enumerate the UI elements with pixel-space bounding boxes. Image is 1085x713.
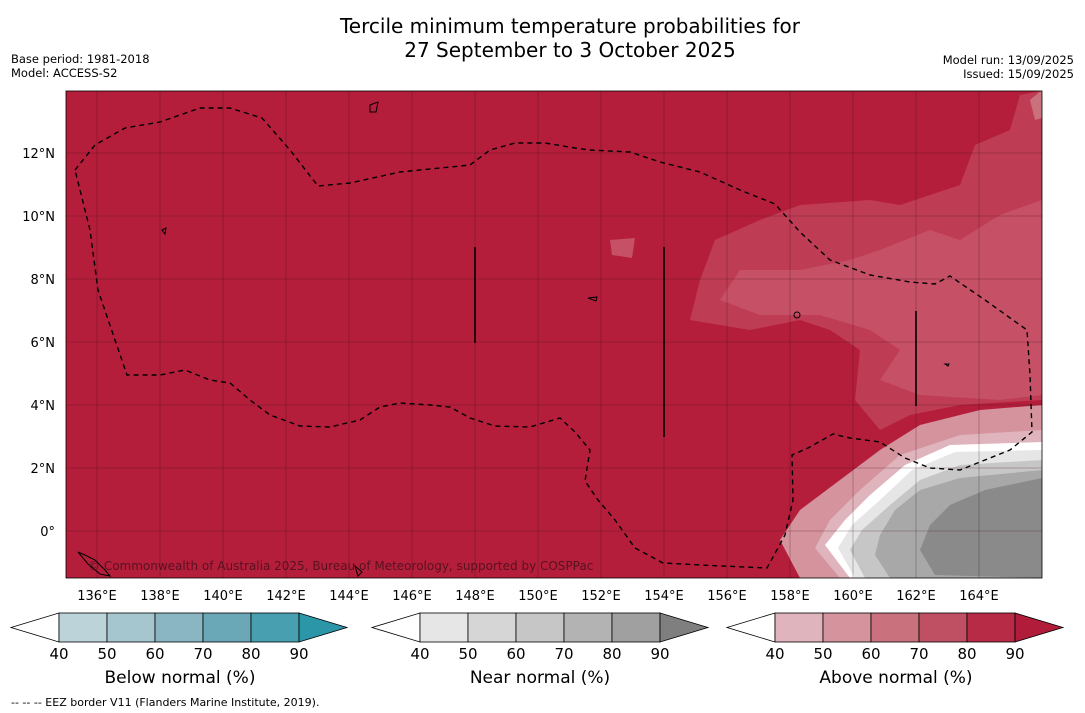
- above-colorbar-tick: 70: [909, 645, 928, 663]
- near-colorbar-segment: [515, 612, 565, 643]
- near-colorbar-segment: [467, 612, 517, 643]
- above-small-patch: [610, 238, 635, 258]
- model-name: Model: ACCESS-S2: [11, 66, 118, 80]
- colorbars: 40 50 60 70 80 90 40 50 60 70 80 90 40 50 60 70 80 90: [9, 612, 1065, 663]
- above-colorbar-tick: 60: [861, 645, 880, 663]
- above-corner-patch: [1030, 91, 1042, 120]
- lon-tick: 160°E: [833, 589, 873, 604]
- map-plot: © Commonwealth of Australia 2025, Bureau…: [66, 91, 1042, 578]
- below-colorbar-min-arrow: [9, 612, 60, 643]
- meta-left: Base period: 1981-2018 Model: ACCESS-S2: [11, 52, 150, 80]
- below-colorbar-tick: 90: [289, 645, 308, 663]
- near-colorbar-segment: [419, 612, 469, 643]
- near-colorbar-segment: [611, 612, 661, 643]
- above-colorbar-tick: 90: [1005, 645, 1024, 663]
- lon-tick: 136°E: [77, 589, 117, 604]
- near-colorbar-tick: 80: [602, 645, 621, 663]
- lon-tick: 152°E: [581, 589, 621, 604]
- map-frame: [65, 90, 1043, 579]
- lat-tick: 12°N: [22, 147, 55, 162]
- boundary-lines: [474, 247, 917, 437]
- lat-axis: 12°N 10°N 8°N 6°N 4°N 2°N 0°: [22, 147, 55, 540]
- lat-tick: 0°: [40, 525, 55, 540]
- lat-tick: 4°N: [31, 399, 56, 414]
- below-colorbar-tick: 70: [193, 645, 212, 663]
- above-colorbar-tick: 50: [813, 645, 832, 663]
- near-colorbar-tick: 90: [650, 645, 669, 663]
- base-period: Base period: 1981-2018: [11, 52, 150, 66]
- lon-tick: 164°E: [959, 589, 999, 604]
- lat-tick: 6°N: [31, 336, 56, 351]
- above-colorbar-tick: 80: [957, 645, 976, 663]
- below-colorbar-tick: 40: [49, 645, 68, 663]
- above-normal-label: Above normal (%): [819, 668, 973, 688]
- near-colorbar-min-arrow: [370, 612, 421, 643]
- model-run: Model run: 13/09/2025: [942, 53, 1074, 67]
- map-title: Tercile minimum temperature probabilitie…: [0, 14, 1085, 62]
- above-colorbar-segment: [918, 612, 968, 643]
- lon-tick: 146°E: [392, 589, 432, 604]
- lat-tick: 2°N: [31, 462, 56, 477]
- copyright-notice: © Commonwealth of Australia 2025, Bureau…: [88, 559, 593, 573]
- lon-tick: 154°E: [644, 589, 684, 604]
- lon-axis: 136°E 138°E 140°E 142°E 144°E 146°E 148°…: [77, 589, 999, 604]
- above-colorbar-tick: 40: [765, 645, 784, 663]
- meta-right: Model run: 13/09/2025 Issued: 15/09/2025: [943, 53, 1074, 81]
- above-colorbar-segment: [870, 612, 920, 643]
- title-line-2: 27 September to 3 October 2025: [404, 38, 736, 62]
- lon-tick: 148°E: [455, 589, 495, 604]
- eez-border: [74, 107, 1033, 569]
- above-colorbar-max-arrow: [1014, 612, 1065, 643]
- near-colorbar-tick: 50: [458, 645, 477, 663]
- near-normal-label: Near normal (%): [469, 668, 611, 688]
- above-colorbar-min-arrow: [725, 612, 776, 643]
- above-colorbar-segment: [822, 612, 872, 643]
- lon-tick: 150°E: [518, 589, 558, 604]
- near-colorbar-tick: 40: [410, 645, 429, 663]
- lon-tick: 142°E: [266, 589, 306, 604]
- near-colorbar-tick: 70: [554, 645, 573, 663]
- islands: [77, 101, 950, 577]
- lat-tick: 8°N: [31, 273, 56, 288]
- lon-tick: 162°E: [896, 589, 936, 604]
- lon-tick: 138°E: [140, 589, 180, 604]
- below-normal-label: Below normal (%): [104, 668, 256, 688]
- near-colorbar-tick: 60: [506, 645, 525, 663]
- below-colorbar-segment: [154, 612, 204, 643]
- near-colorbar-max-arrow: [659, 612, 710, 643]
- lon-tick: 144°E: [329, 589, 369, 604]
- below-colorbar-tick: 60: [145, 645, 164, 663]
- below-colorbar-tick: 50: [97, 645, 116, 663]
- near-70-region: [920, 478, 1042, 578]
- footer-note: -- -- -- EEZ border V11 (Flanders Marine…: [11, 696, 320, 709]
- lat-tick: 10°N: [22, 210, 55, 225]
- above-colorbar-segment: [774, 612, 824, 643]
- below-colorbar-segment: [250, 612, 300, 643]
- lon-tick: 140°E: [203, 589, 243, 604]
- below-colorbar-segment: [202, 612, 252, 643]
- above-50-region: [720, 200, 1042, 400]
- below-colorbar-segment: [106, 612, 156, 643]
- title-line-1: Tercile minimum temperature probabilitie…: [339, 14, 801, 38]
- issued-date: Issued: 15/09/2025: [963, 67, 1074, 81]
- below-colorbar-segment: [58, 612, 108, 643]
- lon-tick: 156°E: [707, 589, 747, 604]
- below-colorbar-max-arrow: [298, 612, 349, 643]
- below-colorbar-tick: 80: [241, 645, 260, 663]
- above-colorbar-segment: [966, 612, 1016, 643]
- near-colorbar-segment: [563, 612, 613, 643]
- lon-tick: 158°E: [770, 589, 810, 604]
